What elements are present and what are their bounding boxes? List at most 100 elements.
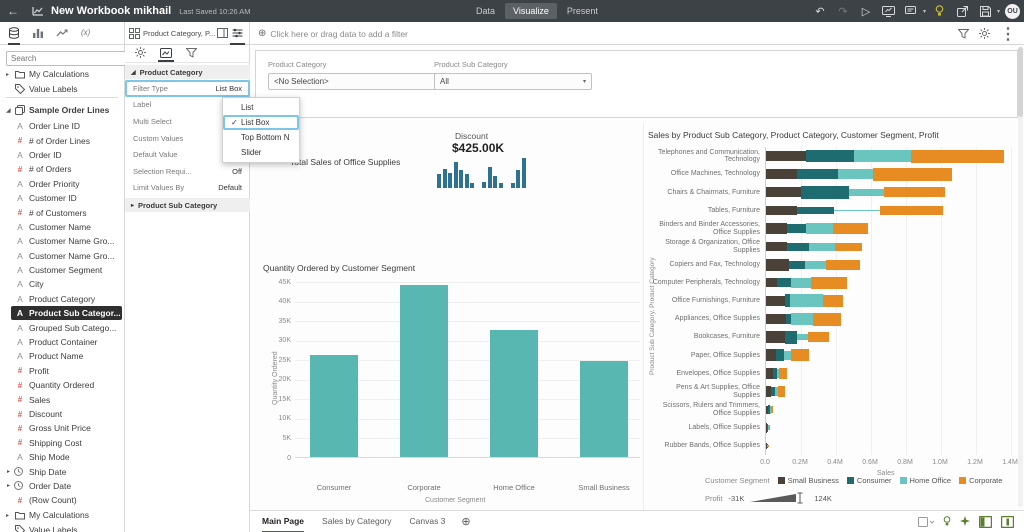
- bar-small-business[interactable]: [580, 361, 628, 457]
- prop-row-limit-values-by[interactable]: Limit Values By Default: [125, 180, 250, 197]
- dataset-row[interactable]: ◢ Sample Order Lines: [0, 103, 125, 117]
- segment-corporate[interactable]: [808, 332, 829, 343]
- general-gear-tab-icon[interactable]: [133, 45, 148, 62]
- filters-funnel-tab-icon[interactable]: [184, 45, 199, 62]
- segment-home-office[interactable]: [849, 188, 885, 196]
- legend-item-corporate[interactable]: Corporate: [959, 476, 1002, 485]
- field-item-customer-name[interactable]: A Customer Name: [0, 220, 125, 234]
- legend-item-consumer[interactable]: Consumer: [846, 476, 892, 485]
- canvas-tab-main-page[interactable]: Main Page: [262, 511, 305, 532]
- segment-home-office[interactable]: [796, 334, 808, 341]
- display-tab-icon[interactable]: [158, 45, 174, 62]
- segment-small-business[interactable]: [766, 222, 787, 235]
- sidebar-item-value-labels[interactable]: Value Labels: [0, 81, 125, 95]
- segment-corporate[interactable]: [771, 406, 774, 413]
- insights-bulb-icon[interactable]: [931, 3, 949, 19]
- segment-corporate[interactable]: [822, 295, 843, 307]
- segment-corporate[interactable]: [767, 444, 768, 448]
- segment-consumer[interactable]: [787, 223, 807, 234]
- add-canvas-icon[interactable]: ⊕: [461, 516, 471, 528]
- canvas-tab-canvas-3[interactable]: Canvas 3: [409, 515, 446, 526]
- field-item-order-priority[interactable]: A Order Priority: [0, 177, 125, 191]
- segment-corporate[interactable]: [779, 368, 788, 379]
- segment-consumer[interactable]: [796, 169, 838, 180]
- insights-bulb-icon[interactable]: [943, 516, 951, 527]
- segment-small-business[interactable]: [766, 258, 789, 271]
- segment-consumer[interactable]: [787, 242, 809, 251]
- field-item--of-order-lines[interactable]: # # of Order Lines: [0, 133, 125, 147]
- segment-home-office[interactable]: [767, 444, 768, 448]
- segment-consumer[interactable]: [777, 278, 792, 288]
- sidebar-item-value-labels[interactable]: Value Labels: [0, 522, 125, 532]
- segment-small-business[interactable]: [766, 367, 773, 380]
- stacked-bar-row[interactable]: [766, 328, 1011, 346]
- field-item-product-category[interactable]: A Product Category: [0, 292, 125, 306]
- field-item-shipping-cost[interactable]: # Shipping Cost: [0, 436, 125, 450]
- segment-small-business[interactable]: [766, 242, 787, 252]
- segment-home-office[interactable]: [837, 168, 873, 180]
- segment-small-business[interactable]: [766, 386, 772, 397]
- prop-row-selection-requi-[interactable]: Selection Requi... Off: [125, 163, 250, 180]
- field-item-order-line-id[interactable]: A Order Line ID: [0, 119, 125, 133]
- segment-corporate[interactable]: [790, 349, 809, 362]
- stacked-bar-row[interactable]: [766, 364, 1011, 382]
- stacked-bar-row[interactable]: [766, 346, 1011, 364]
- canvas-tab-sales-by-category[interactable]: Sales by Category: [322, 515, 392, 526]
- text-viz[interactable]: Total Sales of Office Supplies: [290, 157, 401, 167]
- add-filter-plus-icon[interactable]: ⊕: [258, 28, 267, 39]
- sidebar-item-my-calculations[interactable]: ▸ My Calculations: [0, 508, 125, 522]
- expand-caret-icon[interactable]: ▸: [7, 469, 11, 476]
- stacked-bar-row[interactable]: [766, 147, 1011, 165]
- segment-home-office[interactable]: [776, 368, 780, 378]
- segment-consumer[interactable]: [768, 405, 770, 415]
- stacked-bar-row[interactable]: [766, 383, 1011, 401]
- menu-item-top-bottom-n[interactable]: Top Bottom N: [223, 130, 299, 145]
- export-icon[interactable]: [954, 3, 972, 19]
- expand-caret-icon[interactable]: ▸: [7, 483, 11, 490]
- kpi-sparkline[interactable]: [437, 158, 557, 188]
- segment-corporate[interactable]: [810, 277, 848, 289]
- field-item--of-orders[interactable]: # # of Orders: [0, 162, 125, 176]
- header-tab-visualize[interactable]: Visualize: [505, 3, 557, 19]
- field-item-customer-id[interactable]: A Customer ID: [0, 191, 125, 205]
- stacked-bar-row[interactable]: [766, 310, 1011, 328]
- stacked-bar-row[interactable]: [766, 238, 1011, 256]
- segment-consumer[interactable]: [796, 206, 835, 214]
- segment-consumer[interactable]: [785, 330, 797, 344]
- segment-corporate[interactable]: [832, 222, 868, 235]
- segment-corporate[interactable]: [826, 259, 860, 270]
- segment-corporate[interactable]: [872, 167, 952, 181]
- segment-home-office[interactable]: [784, 350, 791, 360]
- segment-consumer[interactable]: [785, 294, 790, 308]
- undo-icon[interactable]: ↶: [815, 5, 825, 18]
- field-item-ship-mode[interactable]: A Ship Mode: [0, 450, 125, 464]
- segment-consumer[interactable]: [773, 368, 777, 379]
- header-tab-present[interactable]: Present: [566, 6, 598, 16]
- prop-row-multi-select[interactable]: Multi Select: [125, 113, 250, 130]
- segment-home-office[interactable]: [774, 387, 778, 397]
- field-item-customer-name-gro-[interactable]: A Customer Name Gro...: [0, 234, 125, 248]
- prop-row-custom-values[interactable]: Custom Values: [125, 130, 250, 147]
- analytics-panel-tab-icon[interactable]: [56, 23, 69, 45]
- redo-icon[interactable]: ↷: [838, 5, 848, 18]
- segment-corporate[interactable]: [911, 149, 1004, 163]
- auto-insights-spark-icon[interactable]: [960, 516, 970, 527]
- segment-consumer[interactable]: [801, 185, 850, 199]
- filter-settings-gear-icon[interactable]: [979, 28, 990, 39]
- prop-row-default-value[interactable]: Default Value: [125, 146, 250, 163]
- segment-consumer[interactable]: [775, 349, 785, 362]
- header-tab-data[interactable]: Data: [476, 6, 496, 16]
- sales-chart-plot[interactable]: [765, 147, 1012, 455]
- segment-consumer[interactable]: [788, 260, 805, 269]
- legend-item-home-office[interactable]: Home Office: [899, 476, 951, 485]
- field-item-profit[interactable]: # Profit: [0, 364, 125, 378]
- section-product-sub-category[interactable]: ▸ Product Sub Category: [125, 198, 250, 212]
- stacked-bar-row[interactable]: [766, 183, 1011, 201]
- visualizations-panel-tab-icon[interactable]: [32, 23, 44, 45]
- back-icon[interactable]: ←: [0, 0, 26, 22]
- segment-small-business[interactable]: [766, 331, 786, 344]
- segment-consumer[interactable]: [766, 443, 767, 448]
- filter-bar-menu-kebab-icon[interactable]: ⋮: [1000, 25, 1016, 43]
- prop-row-label[interactable]: Label: [125, 97, 250, 114]
- field-item-gross-unit-price[interactable]: # Gross Unit Price: [0, 421, 125, 435]
